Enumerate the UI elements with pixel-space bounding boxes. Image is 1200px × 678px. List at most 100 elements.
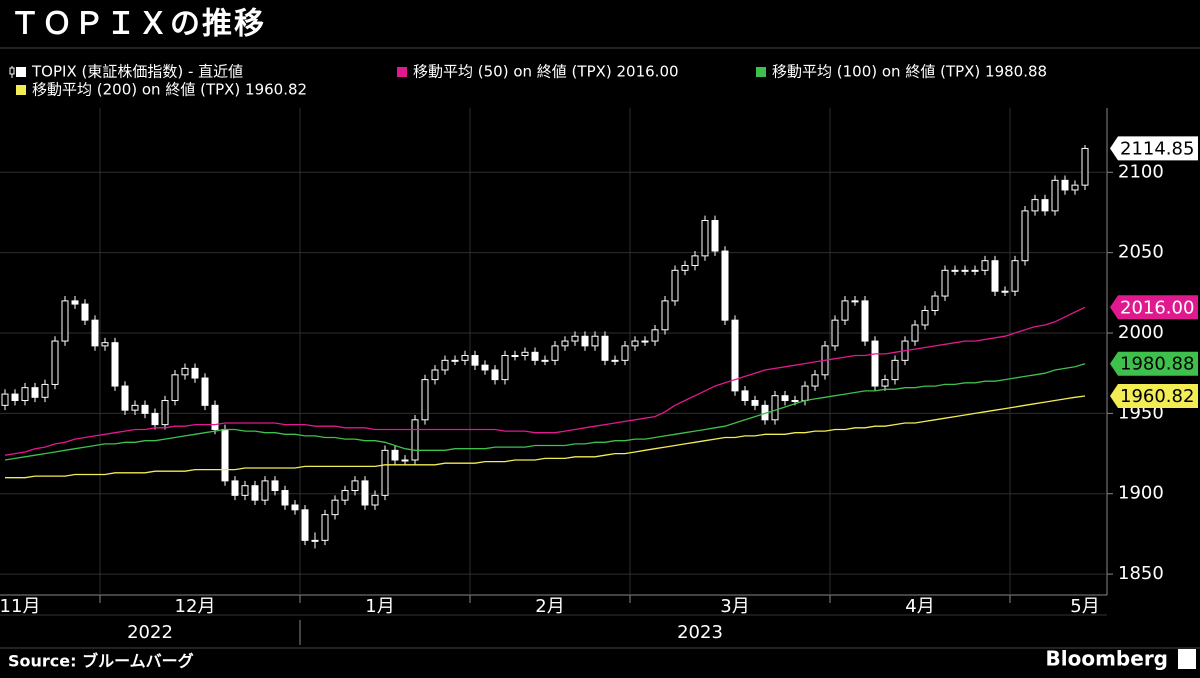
candle-body [451, 359, 459, 362]
candle-body [741, 390, 749, 402]
candle-body [771, 395, 779, 421]
candle-body [131, 404, 139, 411]
candle-body [341, 490, 349, 501]
candle-body [681, 265, 689, 271]
candle-body [121, 385, 129, 411]
candle-body [731, 319, 739, 392]
candle-body [241, 485, 249, 496]
year-label: 2022 [127, 622, 173, 643]
candle-body [401, 459, 409, 462]
chart-title: ＴＯＰＩＸの推移 [10, 7, 266, 42]
y-tick-label: 2100 [1118, 161, 1164, 182]
candle-body [1041, 199, 1049, 212]
value-tag [1110, 136, 1198, 161]
candle-body [1011, 260, 1019, 292]
y-tick-label: 1900 [1118, 483, 1164, 504]
candle-body [201, 377, 209, 406]
candle-body [271, 480, 279, 492]
candle-body [61, 300, 69, 342]
candle-body [521, 351, 529, 357]
candle-body [441, 359, 449, 371]
candle-body [691, 255, 699, 267]
candle-body [301, 509, 309, 541]
candle-body [331, 499, 339, 516]
candle-body [791, 400, 799, 403]
value-tag-label: 2016.00 [1120, 297, 1194, 318]
candle-body [71, 300, 79, 305]
candle-body [411, 419, 419, 461]
x-tick-label: 12月 [175, 596, 216, 617]
candle-body [21, 387, 29, 402]
candle-body [581, 335, 589, 347]
candle-body [561, 340, 569, 347]
candle-body [321, 514, 329, 541]
candle-body [541, 359, 549, 362]
candle-body [851, 300, 859, 303]
candle-body [281, 490, 289, 506]
candle-body [171, 374, 179, 402]
candle-body [391, 449, 399, 461]
legend-label: 移動平均 (50) on 終値 (TPX) 2016.00 [413, 63, 679, 81]
grid [0, 108, 1107, 595]
year-label: 2023 [677, 622, 723, 643]
candle-body [811, 374, 819, 387]
candle-body [571, 335, 579, 342]
candle-body [1051, 179, 1059, 212]
y-tick-label: 2050 [1118, 242, 1164, 263]
candle-body [511, 355, 519, 358]
candle-body [831, 319, 839, 347]
candle-body [931, 295, 939, 312]
value-tag-label: 1980.88 [1120, 354, 1194, 375]
value-tag-label: 1960.82 [1120, 386, 1194, 407]
legend-label: 移動平均 (200) on 終値 (TPX) 1960.82 [32, 81, 307, 99]
candle-body [181, 367, 189, 376]
candle-body [631, 340, 639, 347]
candle-body [251, 485, 259, 501]
candle-body [861, 300, 869, 342]
source: Source: ブルームバーグ [8, 652, 194, 671]
candle-body [941, 269, 949, 297]
candle-body [141, 404, 149, 414]
candle-body [881, 379, 889, 387]
candle-body [421, 379, 429, 421]
candle-body [781, 395, 789, 402]
candle-body [431, 369, 439, 381]
candle-body [751, 400, 759, 406]
x-tick-label: 3月 [720, 596, 749, 617]
candle-body [351, 480, 359, 492]
candle-body [641, 340, 649, 343]
candle-body [971, 269, 979, 272]
value-tag-label: 2114.85 [1120, 138, 1194, 159]
x-tick-label: 1月 [365, 596, 394, 617]
candle-body [461, 355, 469, 361]
value-tag [1110, 295, 1198, 320]
legend-label: TOPIX (東証株価指数) - 直近値 [31, 63, 243, 81]
candle-body [191, 367, 199, 379]
candle-body [81, 303, 89, 321]
candle-body [961, 269, 969, 272]
candle-body [111, 342, 119, 387]
candle-body [1081, 147, 1089, 186]
legend-label: 移動平均 (100) on 終値 (TPX) 1980.88 [772, 63, 1047, 81]
candle-body [291, 504, 299, 511]
candle-body [481, 364, 489, 371]
candle-body [221, 428, 229, 482]
candle-body [601, 335, 609, 361]
candle-body [41, 383, 49, 398]
candle-body [531, 351, 539, 361]
brand: Bloomberg [1046, 647, 1168, 671]
candle-body [51, 340, 59, 385]
candle-body [701, 220, 709, 257]
candle-body [31, 387, 39, 398]
x-tick-label: 5月 [1070, 596, 1099, 617]
candle-body [711, 220, 719, 252]
y-tick-label: 2000 [1118, 322, 1164, 343]
y-tick-label: 1850 [1118, 563, 1164, 584]
candle-body [1001, 290, 1009, 293]
candle-body [721, 250, 729, 321]
candle-body [361, 480, 369, 506]
legend-swatch [397, 67, 407, 77]
candle-body [611, 359, 619, 362]
